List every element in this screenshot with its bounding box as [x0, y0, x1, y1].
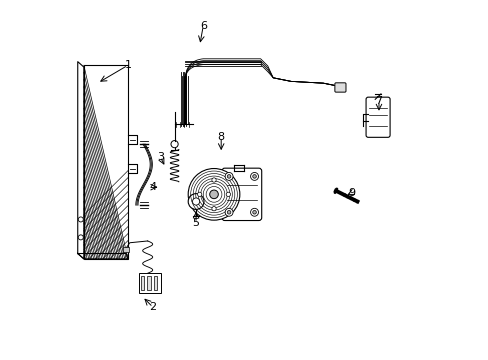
Circle shape — [211, 178, 216, 182]
FancyBboxPatch shape — [222, 168, 261, 221]
Circle shape — [226, 192, 230, 197]
Circle shape — [78, 217, 83, 222]
Polygon shape — [78, 62, 83, 259]
Circle shape — [192, 198, 199, 205]
Circle shape — [188, 194, 203, 210]
Text: 7: 7 — [375, 96, 382, 106]
FancyBboxPatch shape — [366, 97, 389, 137]
Text: 2: 2 — [149, 302, 156, 312]
Circle shape — [209, 190, 218, 199]
Circle shape — [252, 211, 256, 214]
Circle shape — [78, 235, 83, 240]
Circle shape — [224, 208, 233, 216]
Circle shape — [252, 175, 256, 178]
Circle shape — [250, 208, 258, 216]
Circle shape — [171, 140, 178, 148]
Circle shape — [188, 168, 239, 220]
Circle shape — [250, 172, 258, 180]
Bar — [139, 273, 161, 293]
Text: 9: 9 — [348, 188, 355, 198]
Circle shape — [197, 192, 202, 197]
Text: 8: 8 — [217, 132, 224, 142]
Text: 4: 4 — [149, 182, 156, 192]
Bar — [122, 247, 129, 252]
Text: 3: 3 — [157, 152, 163, 162]
FancyBboxPatch shape — [334, 83, 346, 92]
Bar — [147, 276, 151, 290]
Circle shape — [227, 175, 230, 178]
Circle shape — [211, 207, 216, 211]
Bar — [83, 65, 128, 259]
Bar — [141, 276, 144, 290]
Text: 1: 1 — [124, 60, 131, 70]
Circle shape — [224, 172, 233, 180]
Text: 6: 6 — [200, 21, 206, 31]
Circle shape — [227, 211, 230, 214]
Polygon shape — [78, 253, 128, 259]
Bar — [153, 276, 157, 290]
Text: 5: 5 — [192, 218, 199, 228]
